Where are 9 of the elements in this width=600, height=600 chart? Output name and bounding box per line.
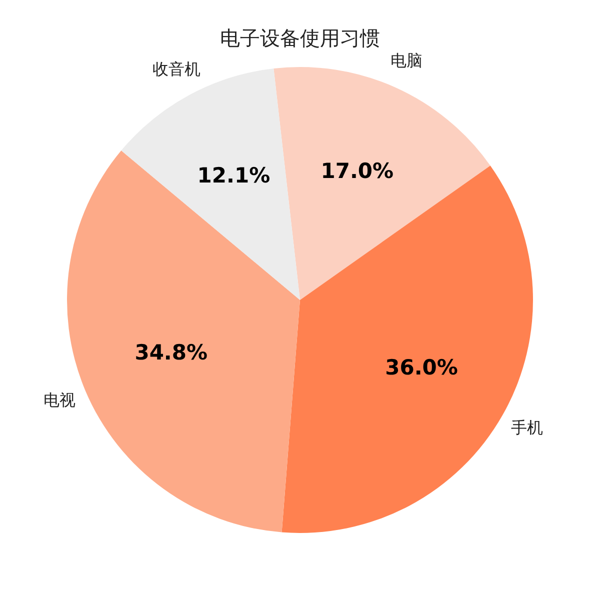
data-label: 17.0%	[320, 158, 394, 183]
data-label: 34.8%	[134, 340, 208, 365]
slice-label: 电视	[43, 390, 76, 410]
data-label: 36.0%	[385, 356, 458, 380]
slice-label: 手机	[510, 418, 543, 438]
chart-title: 电子设备使用习惯	[220, 26, 380, 50]
slice-label: 收音机	[152, 59, 200, 78]
slice-label: 电脑	[390, 51, 423, 70]
data-label: 12.1%	[197, 163, 270, 188]
